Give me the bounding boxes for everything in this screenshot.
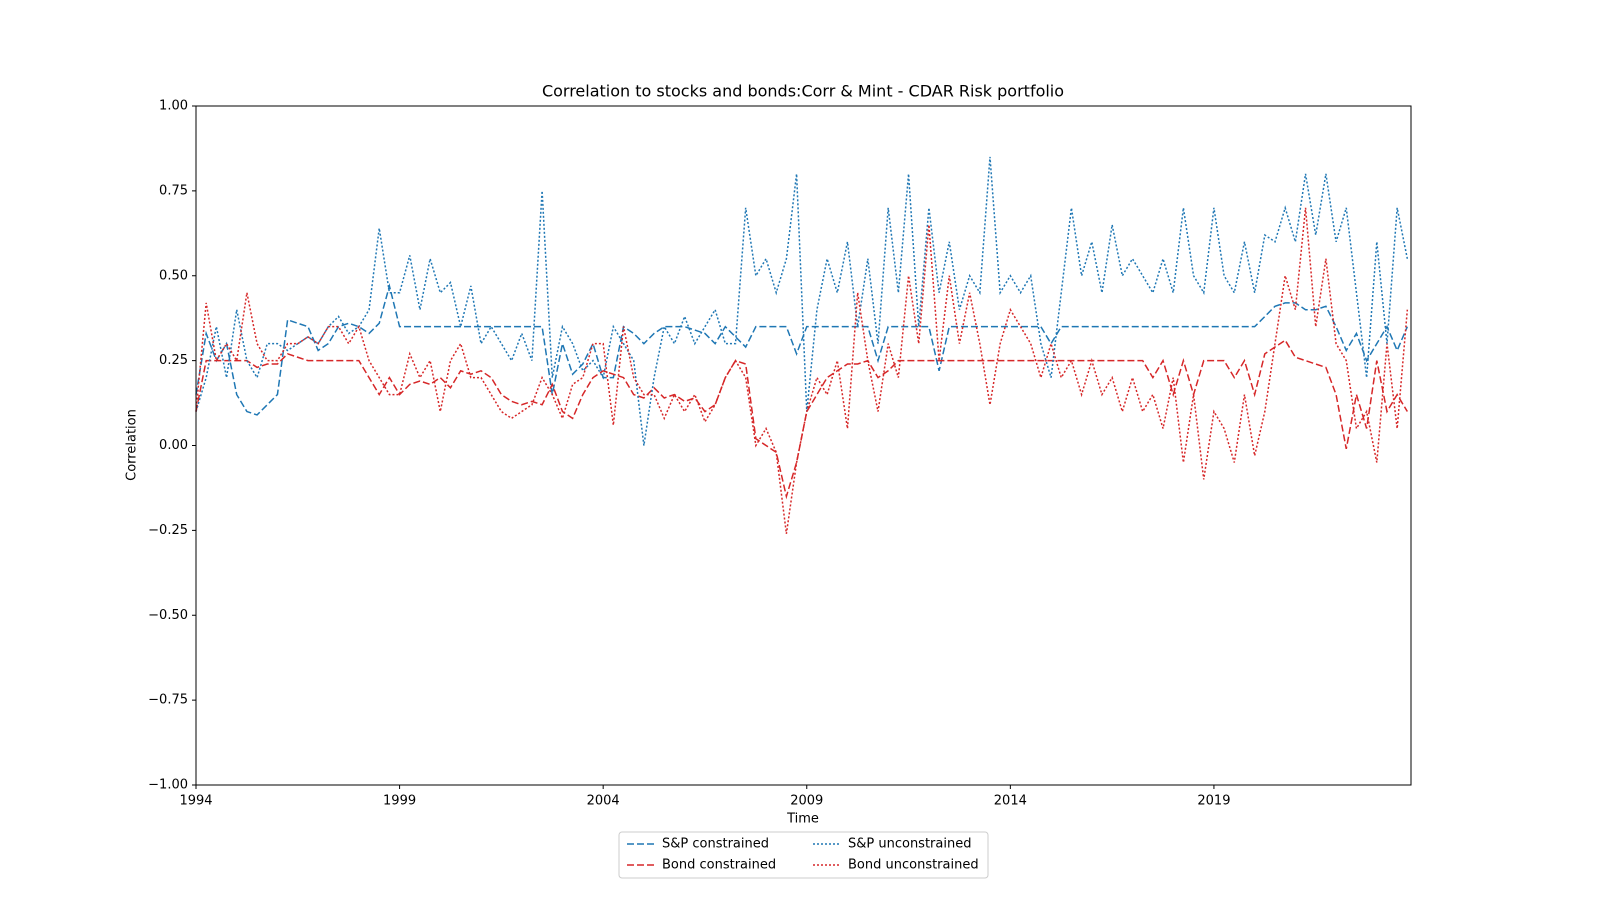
x-tick-label: 2014 [994,794,1027,809]
y-tick-label: 1.00 [159,99,188,114]
y-tick-label: −0.25 [148,523,188,538]
y-axis-label: Correlation [125,409,140,481]
x-tick-label: 1999 [383,794,416,809]
y-tick-label: 0.50 [159,268,188,283]
series-line [195,207,1409,534]
legend-label: S&P unconstrained [848,837,971,852]
chart-title: Correlation to stocks and bonds:Corr & M… [542,82,1064,101]
plot-frame [195,105,1412,786]
y-tick-label: 0.75 [159,183,188,198]
y-tick-label: −1.00 [148,778,188,793]
y-tick-label: −0.50 [148,608,188,623]
y-tick-label: 0.00 [159,438,188,453]
x-tick-label: 2004 [587,794,620,809]
x-tick-label: 2019 [1197,794,1230,809]
y-tick-label: 0.25 [159,353,188,368]
y-tick-label: −0.75 [148,693,188,708]
x-tick-label: 1994 [179,794,212,809]
series-line [195,282,1409,416]
series-line [195,339,1408,500]
series-line [195,156,1409,446]
x-axis-label: Time [786,812,819,827]
legend-label: Bond unconstrained [848,858,979,873]
legend-label: S&P constrained [662,837,769,852]
legend-box [618,831,989,879]
legend-label: Bond constrained [662,858,776,873]
x-tick-label: 2009 [790,794,823,809]
